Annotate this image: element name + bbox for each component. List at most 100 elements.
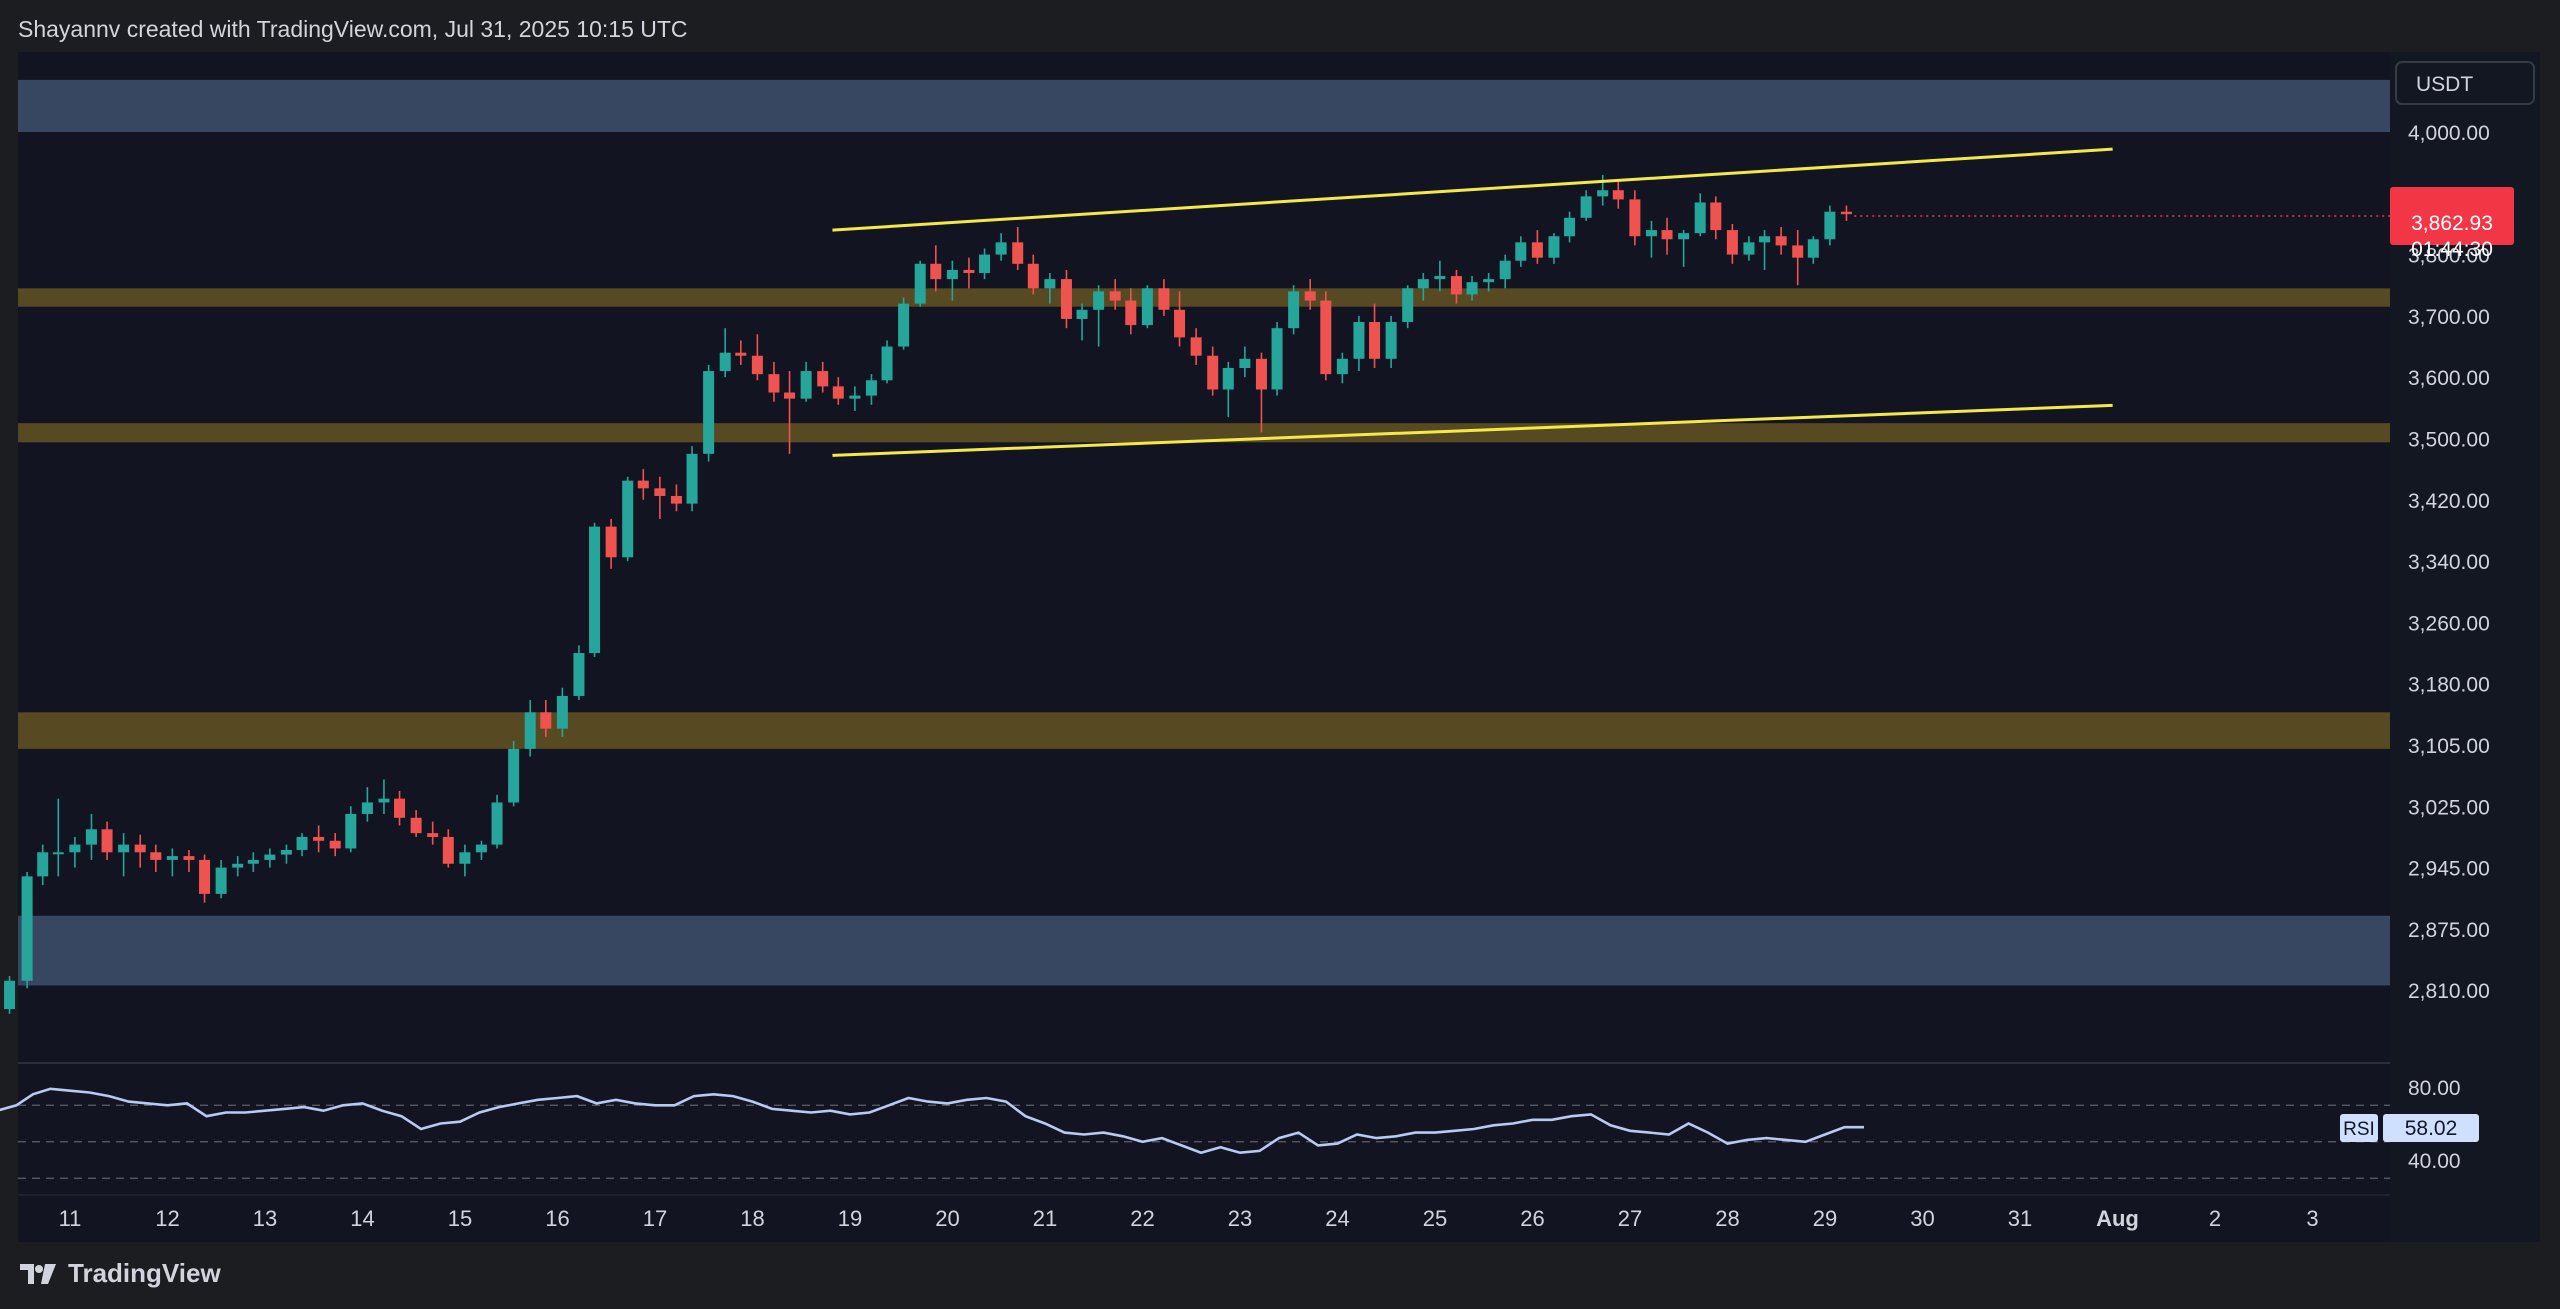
candle bbox=[247, 852, 259, 872]
price-tick-label: 3,500.00 bbox=[2408, 429, 2490, 452]
candle-body bbox=[1531, 242, 1543, 258]
candle-body bbox=[508, 748, 520, 803]
candle-body bbox=[1190, 337, 1202, 356]
candle-body bbox=[1288, 291, 1300, 329]
time-tick-label: 26 bbox=[1520, 1206, 1544, 1231]
candle-body bbox=[686, 453, 698, 504]
candle-body bbox=[768, 374, 780, 393]
candle-body bbox=[1369, 322, 1381, 359]
candle bbox=[1076, 303, 1088, 341]
candle-body bbox=[622, 480, 634, 558]
attribution-text: Shayannv created with TradingView.com, J… bbox=[18, 16, 688, 42]
candle-body bbox=[1792, 245, 1804, 258]
time-tick-label: 24 bbox=[1325, 1206, 1349, 1231]
candle bbox=[1288, 285, 1300, 335]
candle-body bbox=[1743, 242, 1755, 255]
candle bbox=[540, 700, 552, 737]
candle-body bbox=[427, 833, 439, 837]
time-axis[interactable]: 11 12 13 14 15 16 17 18 19 20 21 22 23 24 25 26 27 28 29 30… bbox=[59, 1206, 2319, 1231]
candle-body bbox=[264, 854, 276, 860]
candle bbox=[589, 522, 601, 657]
candle bbox=[264, 848, 276, 868]
tradingview-brand[interactable]: TradingView bbox=[18, 1258, 221, 1289]
rsi-line bbox=[0, 1087, 1864, 1155]
countdown-label: 01:44:30 bbox=[2411, 238, 2493, 261]
channel-lower-line[interactable] bbox=[832, 403, 2113, 457]
candle-body bbox=[37, 852, 49, 877]
candle-body bbox=[1434, 276, 1446, 280]
candle bbox=[1726, 223, 1738, 264]
candle bbox=[1417, 272, 1429, 301]
time-tick-label: 22 bbox=[1130, 1206, 1154, 1231]
time-tick-label: 31 bbox=[2008, 1206, 2032, 1231]
candle-body bbox=[914, 263, 926, 304]
currency-box[interactable] bbox=[2395, 61, 2535, 105]
candle bbox=[1271, 322, 1283, 396]
candle bbox=[1661, 217, 1673, 255]
candle-body bbox=[247, 859, 259, 864]
candle-body bbox=[637, 480, 649, 489]
candle-body bbox=[898, 303, 910, 347]
candle-body bbox=[751, 355, 763, 375]
candle bbox=[1402, 285, 1414, 329]
candle bbox=[183, 849, 195, 872]
candle bbox=[1629, 190, 1641, 246]
candle bbox=[491, 794, 503, 849]
candle bbox=[1174, 291, 1186, 347]
candle bbox=[199, 854, 211, 903]
candle bbox=[735, 340, 747, 365]
candle-body bbox=[670, 495, 682, 504]
candle bbox=[134, 834, 146, 868]
time-tick-label: 13 bbox=[253, 1206, 277, 1231]
price-tick-label: 3,800.00 bbox=[2408, 245, 2490, 268]
candle-body bbox=[345, 813, 357, 849]
candle-body bbox=[118, 844, 130, 853]
time-tick-label: 30 bbox=[1910, 1206, 1934, 1231]
time-tick-label: 3 bbox=[2306, 1206, 2318, 1231]
price-tick-label: 2,875.00 bbox=[2408, 919, 2490, 942]
candle bbox=[768, 361, 780, 402]
candle bbox=[1385, 315, 1397, 369]
candle bbox=[556, 687, 568, 737]
candle bbox=[1450, 269, 1462, 304]
candle bbox=[1759, 230, 1771, 270]
candle-body bbox=[1515, 242, 1527, 261]
candle-body bbox=[232, 863, 244, 868]
candle-body bbox=[703, 371, 715, 454]
candle bbox=[524, 700, 536, 757]
rsi-tick-label: 80.00 bbox=[2408, 1077, 2461, 1100]
candle-body bbox=[85, 829, 97, 845]
candle bbox=[817, 361, 829, 393]
rsi-name: RSI bbox=[2343, 1119, 2375, 1140]
channel-upper-line[interactable] bbox=[832, 147, 2113, 232]
candle bbox=[605, 518, 617, 569]
rsi-tick-label: 40.00 bbox=[2408, 1150, 2461, 1173]
candle-body bbox=[1336, 358, 1348, 375]
candle bbox=[1190, 328, 1202, 365]
candle bbox=[946, 260, 958, 301]
candle-body bbox=[1207, 355, 1219, 390]
candle bbox=[1158, 279, 1170, 316]
candle bbox=[1499, 254, 1511, 289]
candle bbox=[296, 833, 308, 857]
candle bbox=[1775, 227, 1787, 255]
candle bbox=[361, 787, 373, 822]
time-tick-label: 14 bbox=[350, 1206, 374, 1231]
zone-support-3 bbox=[18, 712, 2390, 749]
zone-supply-0 bbox=[18, 79, 2390, 132]
candle bbox=[686, 446, 698, 512]
candle-body bbox=[394, 798, 406, 818]
candle bbox=[215, 859, 227, 899]
current-price-badge: 3,862.93 01:44:30 bbox=[2390, 187, 2514, 261]
candle-body bbox=[69, 844, 81, 853]
candle-body bbox=[1012, 242, 1024, 264]
candle bbox=[670, 484, 682, 512]
candle-body bbox=[199, 859, 211, 894]
candle bbox=[1483, 272, 1495, 292]
price-axis-background bbox=[2390, 52, 2540, 1242]
candle bbox=[378, 779, 390, 814]
candle bbox=[1369, 303, 1381, 369]
rsi-indicator-label[interactable]: RSI 58.02 bbox=[2340, 1114, 2479, 1142]
candle-body bbox=[1710, 202, 1722, 231]
